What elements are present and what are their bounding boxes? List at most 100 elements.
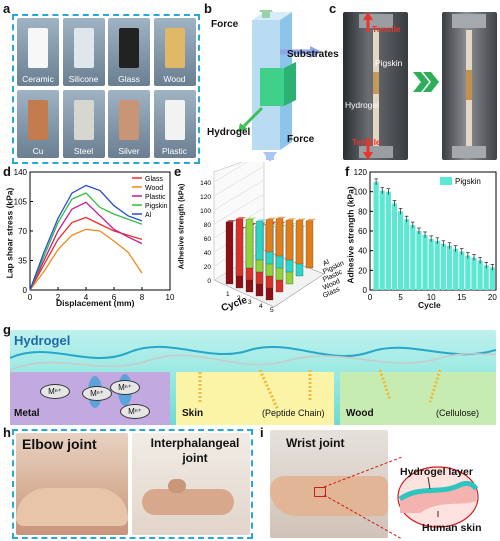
x-tick-label: 8 [140, 293, 145, 302]
bar [404, 219, 410, 290]
bar [446, 245, 453, 290]
bar-3d [285, 220, 294, 261]
panel-label-f: f [345, 164, 350, 179]
bar [428, 238, 434, 290]
polymer-chains [10, 345, 496, 411]
cycle-tick-label: 2 [237, 295, 241, 302]
cycle-tick-label: 3 [248, 299, 252, 306]
skin-label: Skin [182, 408, 204, 419]
x-tick-label: 0 [28, 293, 33, 302]
wood-substrate [340, 372, 496, 425]
bar-3d-top [256, 219, 266, 222]
bar [465, 255, 471, 290]
panel-b-schematic [238, 10, 322, 162]
legend-label: Wood [145, 185, 163, 192]
y-tick-label: 20 [358, 266, 367, 275]
cycle-3d-bar-chart: 020406080100120140AlPigskinPlasticWoodGl… [200, 162, 344, 314]
metal-ion-4: Mⁿ⁺ [120, 404, 150, 419]
metal-ion-2: Mⁿ⁺ [82, 386, 112, 401]
x-tick-label: 2 [56, 293, 61, 302]
chart-e-zlabel: Adhesive strength (kPa) [176, 183, 186, 270]
panel-label-d: d [3, 164, 11, 179]
chart-f-ylabel: Adhesive strength (kPa) [345, 186, 356, 284]
series-line-pigskin [29, 192, 143, 291]
sample-substrate [164, 28, 185, 68]
z-tick-label: 80 [204, 222, 212, 229]
bar [489, 267, 495, 290]
panel-label-h: h [3, 425, 11, 440]
bar-3d-top [246, 217, 256, 220]
panel-a-frame [12, 14, 200, 164]
legend-label: Pigskin [145, 203, 168, 210]
sample-tile: Glass [108, 18, 150, 86]
bar [373, 181, 379, 290]
hydrogel-label: Hydrogel [207, 127, 251, 138]
bar-3d [295, 220, 304, 265]
bar-3d-top [266, 217, 276, 220]
legend-label: Glass [145, 176, 163, 183]
z-tick-label: 20 [204, 264, 212, 271]
bar [440, 243, 446, 290]
y-tick-label: 70 [18, 227, 27, 236]
x-tick-label: 10 [166, 293, 175, 302]
y-tick-label: 120 [354, 168, 368, 177]
x-tick-label: 10 [427, 293, 436, 302]
substrates-label: Substrates [287, 49, 339, 60]
bar-3d [305, 220, 314, 269]
hydrogel-g-label: Hydrogel [14, 333, 71, 348]
chart-d-xlabel: Displacement (mm) [56, 298, 135, 308]
bar-3d [245, 219, 254, 269]
sample-substrate [28, 28, 48, 68]
y-tick-label: 100 [354, 188, 368, 197]
legend-label: Plastic [145, 194, 166, 201]
legend-label: Al [145, 212, 152, 219]
sample-label: Wood [163, 74, 186, 84]
hydrogel-layer [260, 68, 284, 106]
bar [434, 240, 440, 290]
bar [483, 265, 489, 290]
series-line-wood [29, 228, 143, 291]
z-tick-label: 40 [204, 250, 212, 257]
sample-substrate [119, 28, 139, 68]
tensile-bottom-label: Tensile [352, 137, 381, 147]
pigskin-label: Pigskin [375, 58, 403, 68]
tensile-arrows [363, 12, 373, 160]
force-bottom-label: Force [287, 134, 315, 145]
series-line-plastic [29, 201, 143, 291]
hydrogel-layer-label: Hydrogel layer [400, 466, 473, 478]
z-tick-label: 140 [200, 180, 211, 187]
z-gridline [213, 193, 265, 225]
y-tick-label: 35 [18, 257, 27, 266]
panel-label-e: e [174, 164, 182, 179]
bar-3d [235, 218, 244, 277]
bar-3d-top [276, 216, 286, 219]
wood-label: Wood [346, 408, 374, 419]
bar [477, 260, 483, 290]
z-tick-label: 60 [204, 236, 212, 243]
sample-label: Silicone [68, 74, 99, 84]
sample-substrate [28, 100, 48, 140]
y-tick-label: 0 [23, 286, 28, 295]
legend-swatch [440, 177, 452, 185]
x-tick-label: 5 [398, 293, 403, 302]
sample-label: Cu [32, 146, 44, 156]
bar [471, 257, 477, 290]
sample-tile: Silver [108, 90, 150, 158]
chevron-arrows-icon [413, 72, 439, 92]
sample-substrate [73, 28, 94, 68]
bar-3d [225, 221, 234, 285]
force-top-label: Force [211, 19, 239, 30]
elbow-joint-label: Elbow joint [22, 436, 97, 452]
y-tick-label: 105 [14, 198, 28, 207]
x-tick-label: 6 [112, 293, 117, 302]
bar [422, 234, 428, 290]
material-tick-label: Al [322, 259, 331, 268]
elbow-photo [16, 433, 128, 535]
panel-h-frame [12, 429, 253, 539]
legend-label: Pigskin [455, 177, 481, 186]
lap-shear-chart: 0 2 4 6 8 10 0 35 70 105 140 Glass Wood Plastic Pigski… [14, 168, 175, 302]
y-tick-label: 60 [358, 227, 367, 236]
bar [416, 231, 422, 290]
bar [453, 248, 459, 290]
bar-3d-top [236, 216, 246, 219]
